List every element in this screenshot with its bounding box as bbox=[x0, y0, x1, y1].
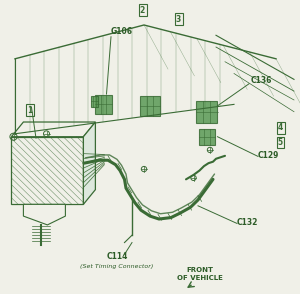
Text: C132: C132 bbox=[237, 218, 258, 227]
Bar bbox=[95, 95, 112, 114]
Text: OF VEHICLE: OF VEHICLE bbox=[177, 275, 222, 281]
Bar bbox=[196, 101, 218, 123]
Bar bbox=[11, 137, 83, 204]
Polygon shape bbox=[11, 122, 95, 137]
Text: 4: 4 bbox=[278, 123, 283, 132]
Text: 2: 2 bbox=[140, 6, 145, 15]
Bar bbox=[199, 129, 215, 145]
Text: 3: 3 bbox=[176, 15, 181, 24]
Text: 1: 1 bbox=[27, 106, 33, 115]
Text: G106: G106 bbox=[111, 27, 133, 36]
Polygon shape bbox=[83, 122, 95, 204]
Text: C114: C114 bbox=[106, 252, 128, 261]
Polygon shape bbox=[23, 204, 65, 225]
Text: 5: 5 bbox=[278, 138, 283, 147]
Text: C136: C136 bbox=[250, 76, 272, 85]
Text: FRONT: FRONT bbox=[186, 267, 213, 273]
Text: C129: C129 bbox=[258, 151, 279, 160]
Bar bbox=[140, 96, 160, 116]
Bar bbox=[91, 96, 98, 107]
Text: (Set Timing Connector): (Set Timing Connector) bbox=[80, 264, 154, 269]
